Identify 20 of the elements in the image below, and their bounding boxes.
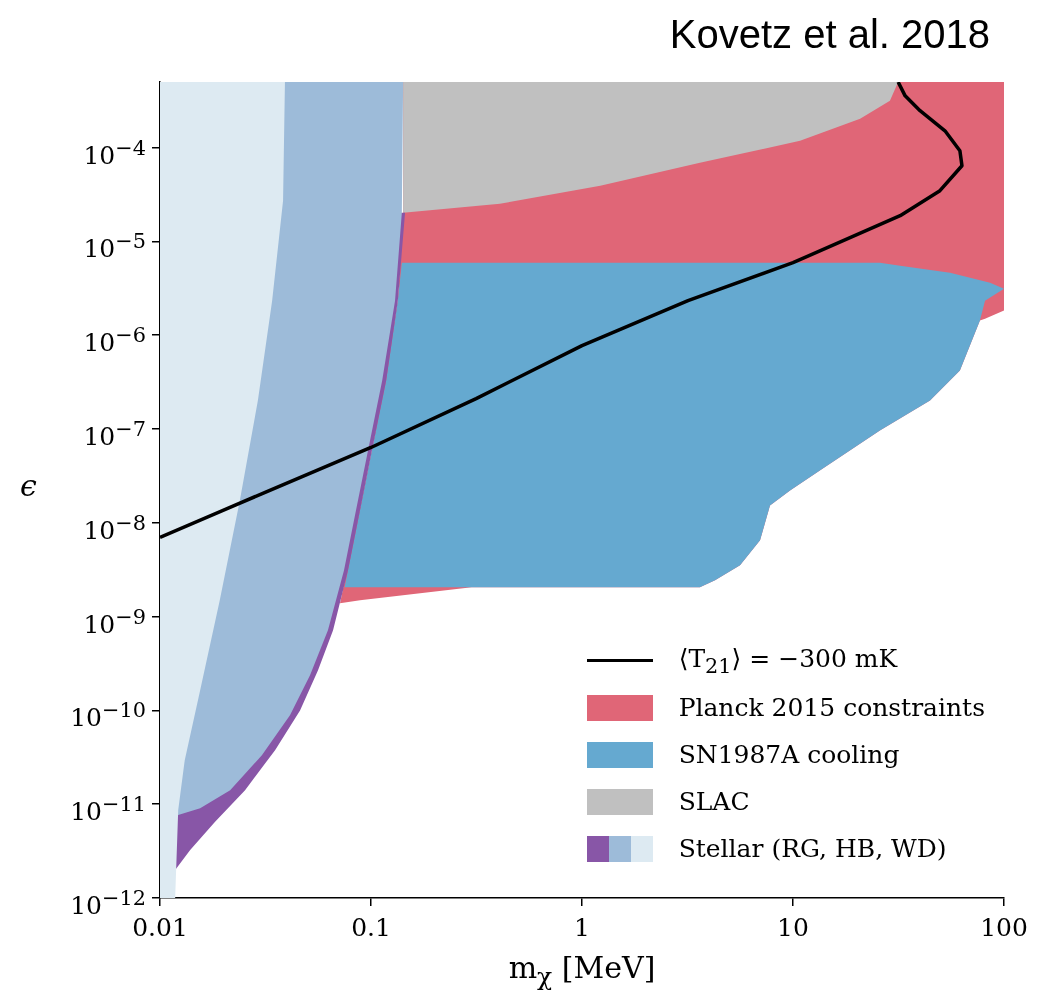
legend-label: Stellar (RG, HB, WD) bbox=[678, 834, 947, 863]
y-tick-label: 10$^{−4}$ bbox=[83, 134, 146, 171]
x-tick-label: 10 bbox=[777, 912, 809, 942]
y-axis-title: ϵ bbox=[20, 468, 37, 503]
y-tick-label: 10$^{−10}$ bbox=[70, 697, 146, 734]
y-tick-label: 10$^{−7}$ bbox=[83, 415, 146, 453]
legend-label: SN1987A cooling bbox=[678, 740, 900, 769]
legend-label: Planck 2015 constraints bbox=[678, 693, 985, 722]
x-tick-label: 1 bbox=[574, 912, 590, 942]
y-tick-label: 10$^{−11}$ bbox=[70, 791, 146, 828]
y-tick-label: 10$^{−9}$ bbox=[83, 603, 146, 640]
legend-label: SLAC bbox=[678, 787, 750, 816]
legend-label: ⟨T$_{21}$⟩ = −300 mK bbox=[678, 643, 898, 678]
y-tick-label: 10$^{−6}$ bbox=[83, 322, 146, 359]
y-tick-label: 10$^{−5}$ bbox=[83, 228, 146, 265]
x-tick-label: 0.1 bbox=[351, 912, 391, 942]
x-tick-label: 100 bbox=[980, 912, 1028, 942]
x-axis-title: m$_{χ}$ [MeV] bbox=[507, 950, 657, 991]
chart-title: Kovetz et al. 2018 bbox=[669, 12, 990, 57]
y-tick-label: 10$^{−8}$ bbox=[83, 509, 146, 547]
